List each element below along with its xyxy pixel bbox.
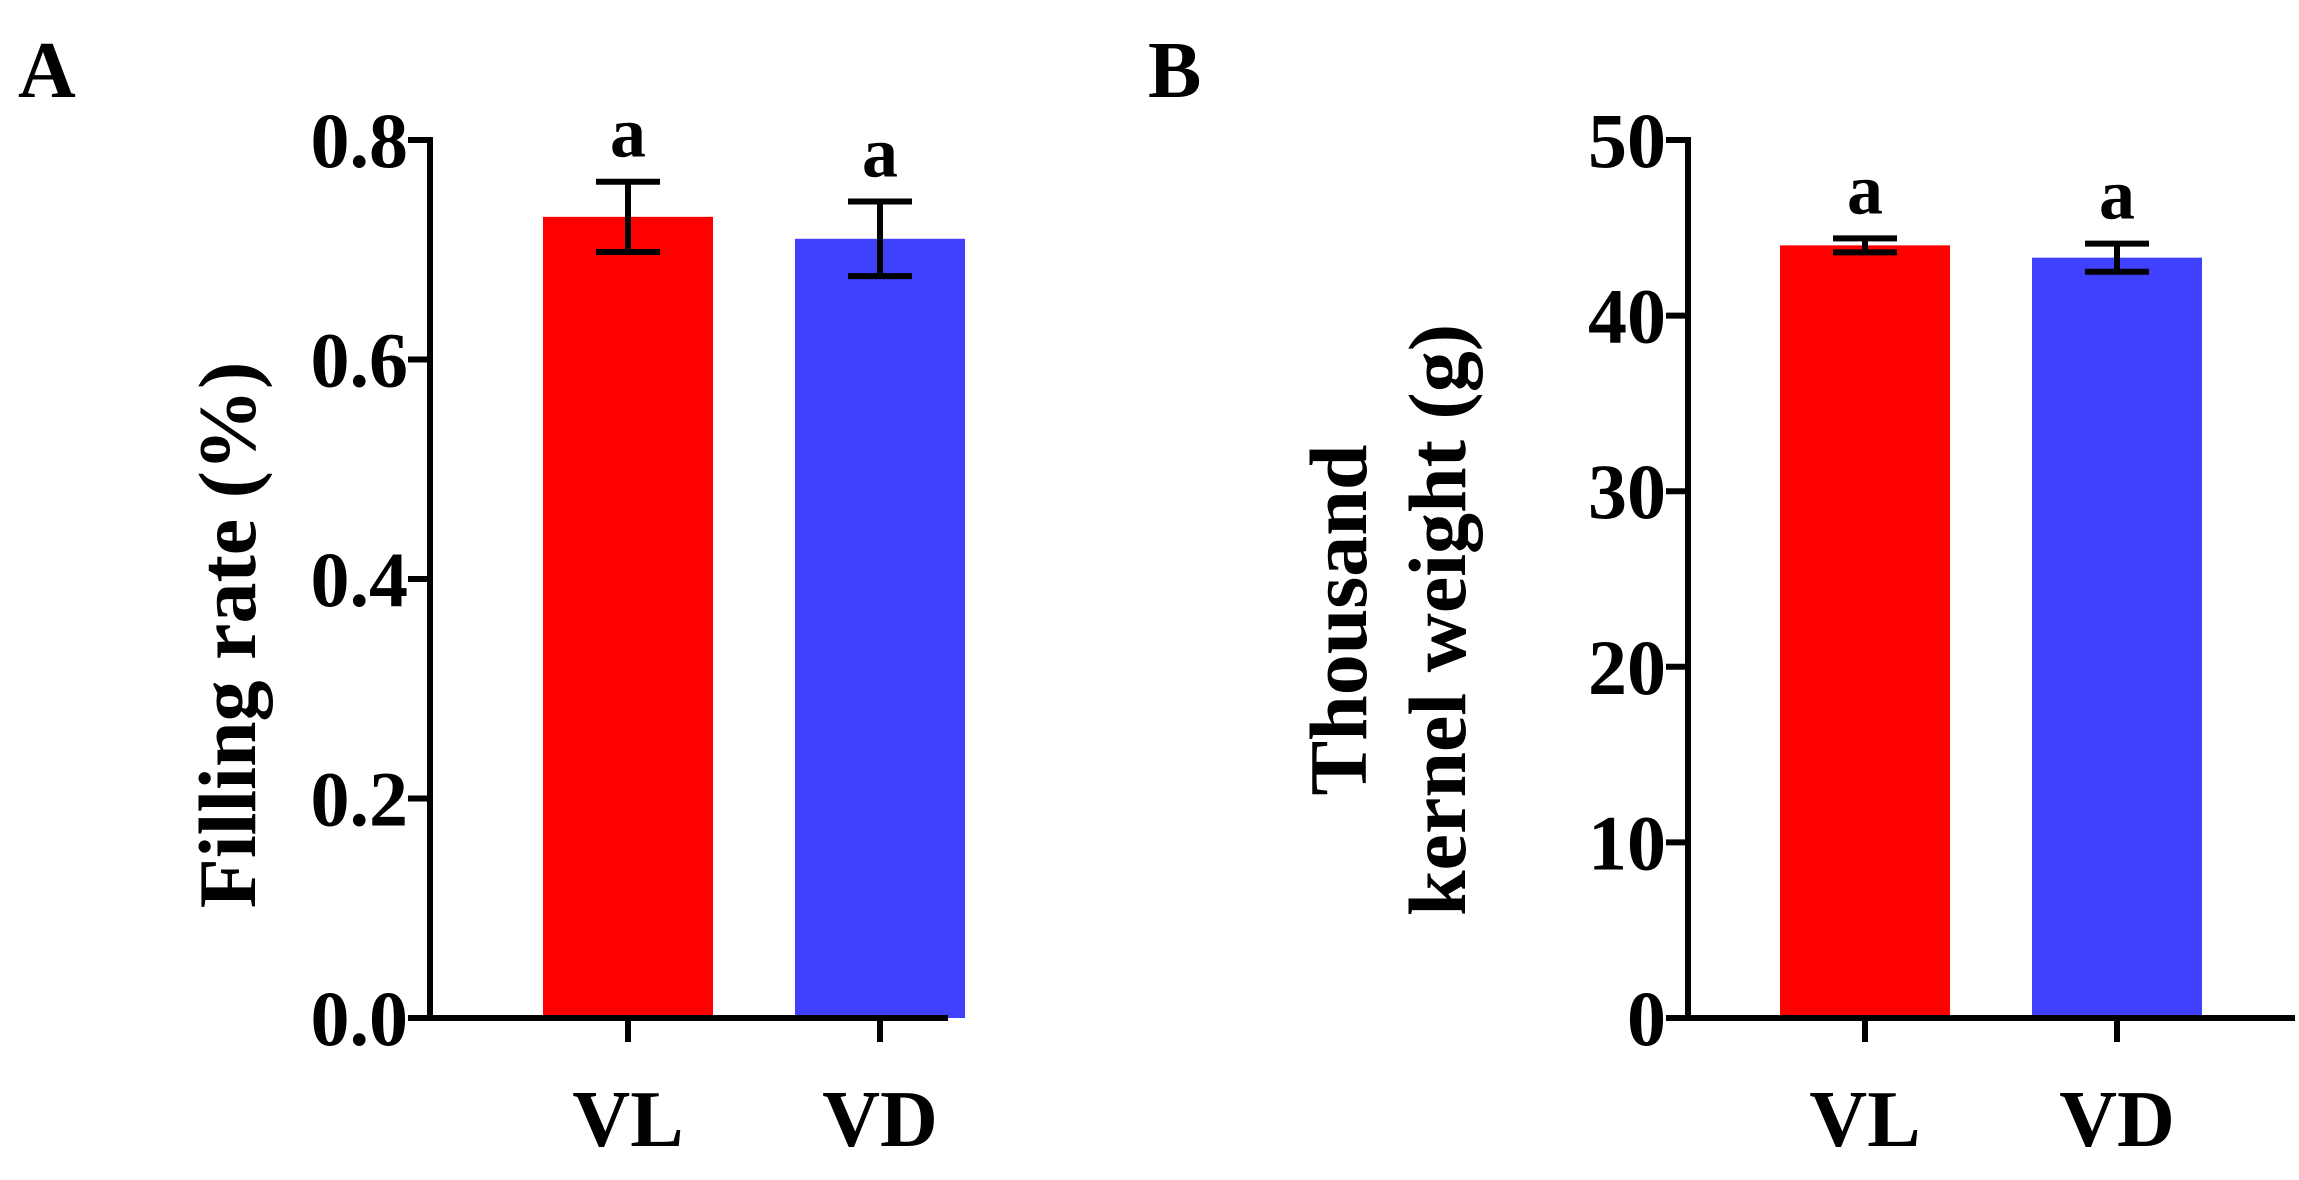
y-tick-label-a-3: 0.6	[311, 317, 409, 404]
y-tick-label-a-4: 0.8	[311, 97, 409, 184]
y-tick-label-a-2: 0.4	[311, 536, 409, 623]
x-tick-label-b-vl: VL	[1809, 1076, 1920, 1164]
significance-label-a-vd: a	[862, 112, 898, 192]
y-tick-label-b-2: 20	[1588, 624, 1666, 711]
significance-label-b-vl: a	[1847, 149, 1883, 229]
bar-a-vd	[795, 238, 965, 1018]
significance-label-b-vd: a	[2099, 155, 2135, 235]
plot-area-b: a a 0 10 20 30 40 50 VL VD	[1588, 97, 2295, 1164]
bar-b-vl	[1780, 245, 1950, 1019]
bar-a-vl	[543, 216, 713, 1018]
x-tick-label-a-vl: VL	[572, 1076, 683, 1164]
y-axis-label-b-line1: Thousand	[1293, 444, 1384, 795]
y-axis-label-b-line2: kernel weight (g)	[1392, 324, 1483, 916]
panel-a: A Filling rate (%) a a 0.0 0.2 0.4 0.6 0.8 VL VD	[18, 27, 965, 1164]
y-tick-label-b-1: 10	[1588, 799, 1666, 886]
y-tick-label-b-0: 0	[1627, 975, 1666, 1062]
y-tick-label-b-5: 50	[1588, 97, 1666, 184]
x-tick-label-b-vd: VD	[2059, 1076, 2175, 1164]
panel-b: B Thousand kernel weight (g) a a 0 10 20 30 40…	[1148, 27, 2295, 1164]
bar-b-vd	[2032, 257, 2202, 1019]
y-tick-label-a-0: 0.0	[311, 975, 409, 1062]
y-tick-label-b-4: 40	[1588, 273, 1666, 360]
plot-area-a: a a 0.0 0.2 0.4 0.6 0.8 VL VD	[311, 93, 965, 1164]
y-axis-label-a: Filling rate (%)	[182, 362, 273, 909]
x-tick-label-a-vd: VD	[822, 1076, 938, 1164]
significance-label-a-vl: a	[610, 93, 646, 173]
y-tick-label-a-1: 0.2	[311, 756, 409, 843]
y-tick-label-b-3: 30	[1588, 448, 1666, 535]
panel-label-b: B	[1148, 27, 1201, 115]
panel-label-a: A	[18, 27, 76, 115]
